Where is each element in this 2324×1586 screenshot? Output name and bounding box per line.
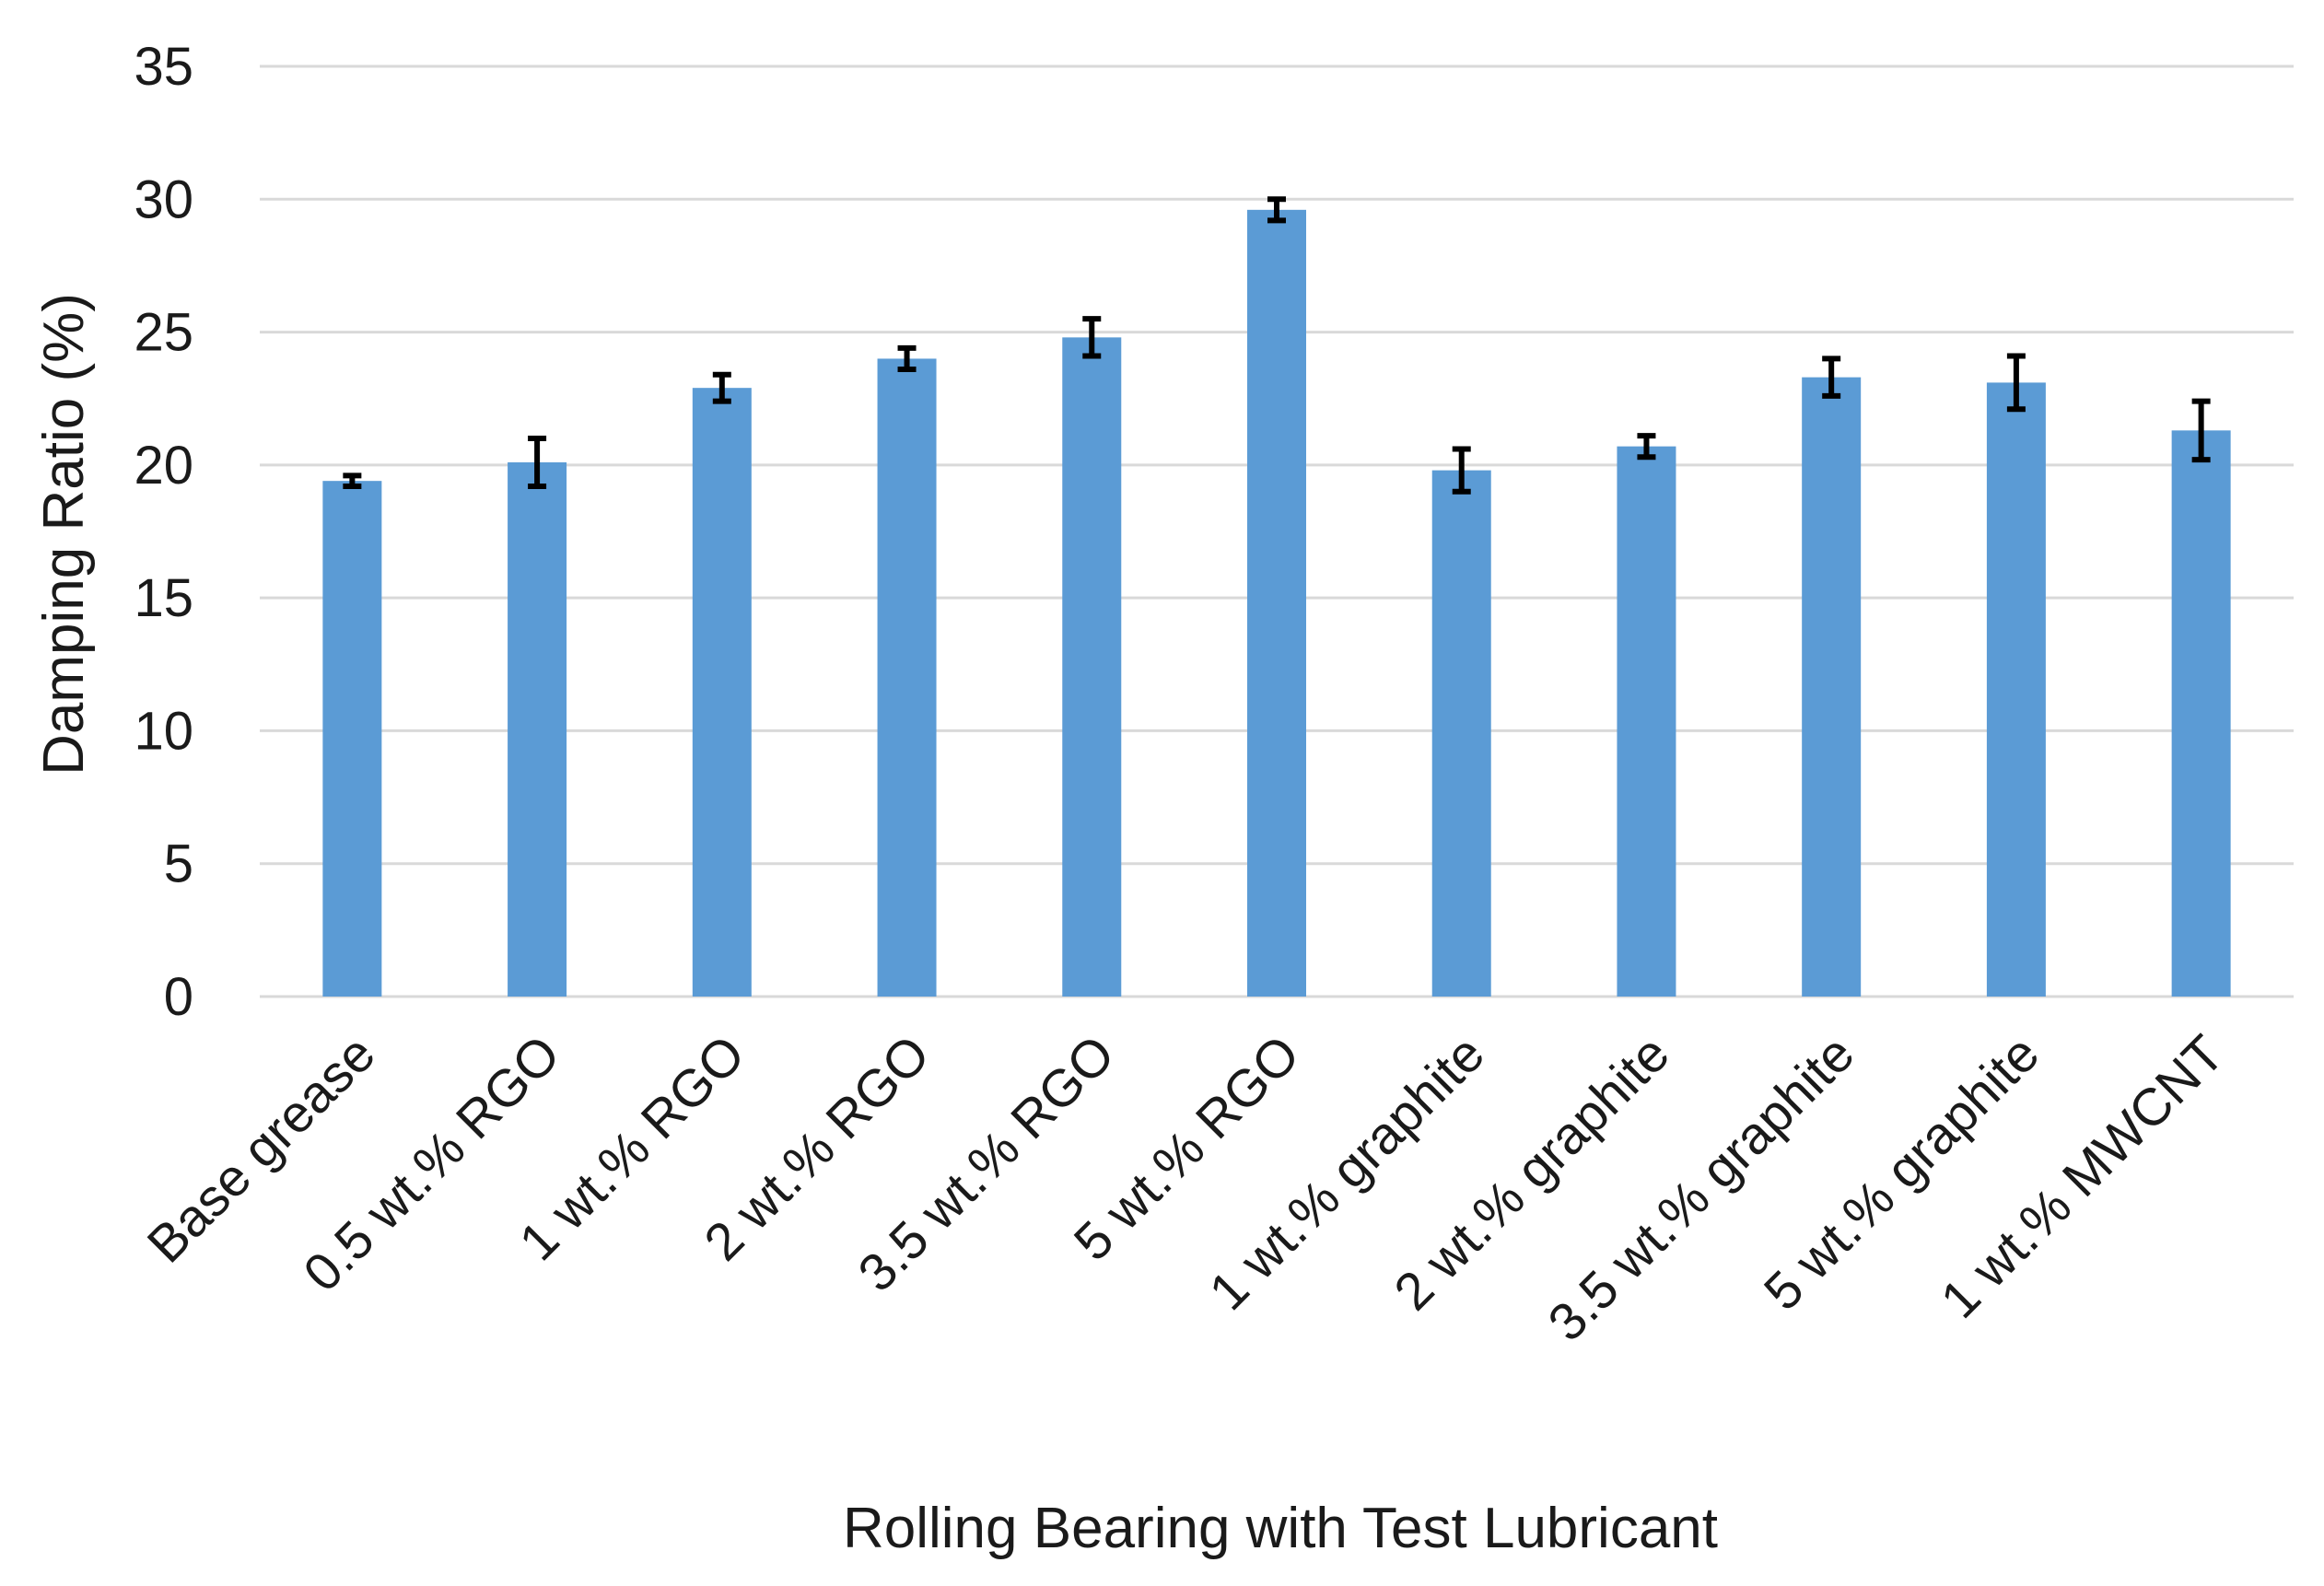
- y-tick-label: 25: [134, 303, 193, 363]
- bars: [322, 209, 2231, 997]
- error-bar: [712, 371, 731, 404]
- x-tick-label: 3.5 wt.% graphite: [1537, 1024, 1866, 1353]
- y-axis-title: Damping Ratio (%): [32, 293, 96, 776]
- y-tick-label: 35: [134, 37, 193, 97]
- y-tick-label: 15: [134, 568, 193, 628]
- bar: [1617, 446, 1676, 997]
- x-axis-title: Rolling Bearing with Test Lubricant: [843, 1497, 1718, 1560]
- y-tick-label: 10: [134, 701, 193, 761]
- error-bar: [528, 436, 547, 489]
- bar: [508, 461, 567, 997]
- error-bar: [1267, 196, 1286, 224]
- bar: [1986, 382, 2046, 997]
- error-bar: [1082, 316, 1102, 359]
- error-bar: [343, 472, 362, 489]
- y-tick-label: 0: [164, 967, 193, 1027]
- error-bar: [1822, 356, 1841, 399]
- bar: [1431, 470, 1491, 997]
- error-bar: [2191, 398, 2211, 463]
- bar: [322, 481, 382, 997]
- bar: [2171, 430, 2231, 997]
- y-tick-label: 5: [164, 834, 193, 894]
- bar: [1802, 377, 1862, 997]
- bar: [877, 358, 937, 997]
- y-tick-label: 30: [134, 169, 193, 229]
- y-axis-ticks: 0 5 10 15 20 25 30 35: [134, 37, 193, 1027]
- bar: [1247, 209, 1306, 997]
- error-bar: [2006, 353, 2026, 413]
- error-bar: [1452, 446, 1471, 495]
- error-bar: [897, 344, 917, 372]
- y-tick-label: 20: [134, 436, 193, 496]
- bar: [1062, 337, 1122, 997]
- error-bar: [1637, 433, 1656, 461]
- error-bars: [343, 196, 2211, 495]
- bar: [692, 388, 752, 997]
